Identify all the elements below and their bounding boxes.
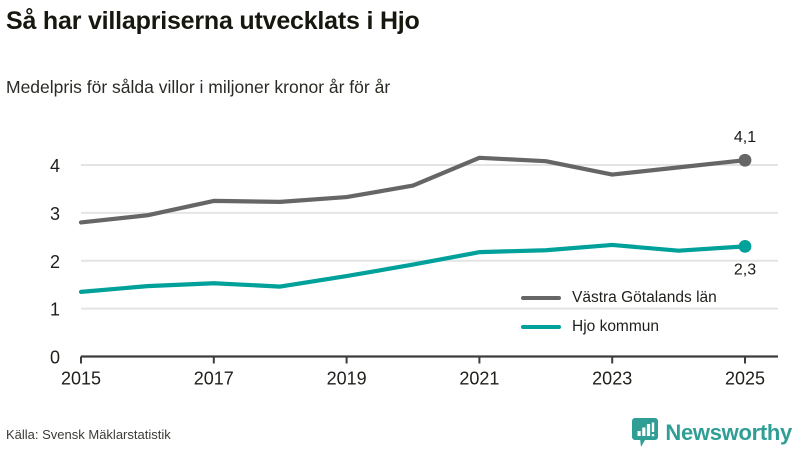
series-endpoint-label: 2,3 [734, 261, 756, 278]
source-note: Källa: Svensk Mäklarstatistik [6, 427, 171, 442]
page-subtitle: Medelpris för sålda villor i miljoner kr… [6, 77, 391, 97]
series-endpoints [738, 153, 752, 253]
series-line [78, 155, 748, 225]
y-axis-tick-label: 3 [50, 204, 60, 224]
y-axis-tick-label: 0 [50, 348, 60, 368]
series-lines [78, 155, 748, 294]
y-axis-tick-label: 4 [50, 156, 60, 176]
y-axis-tick-label: 2 [50, 252, 60, 272]
series-endpoint-dot [738, 153, 752, 167]
bar-chart-speech-bubble-icon [632, 418, 659, 447]
series-endpoint-label: 4,1 [734, 129, 756, 146]
legend-label: Hjo kommun [572, 318, 659, 335]
x-axis-tick-label: 2015 [61, 369, 101, 389]
x-axis-tick-label: 2025 [725, 369, 765, 389]
x-axis-ticks [80, 356, 746, 364]
legend-swatch [521, 295, 561, 301]
chart-legend: Västra Götalands län Hjo kommun [521, 288, 717, 337]
legend-swatch [521, 324, 561, 330]
brand-name: Newsworthy [665, 420, 792, 445]
series-line [78, 242, 748, 294]
y-axis-tick-labels: 0 1 2 3 4 [50, 156, 60, 368]
y-axis-tick-label: 1 [50, 300, 60, 320]
brand-logo: Newsworthy [632, 418, 792, 448]
x-axis-tick-label: 2017 [194, 369, 234, 389]
series-endpoint-labels: 4,1 2,3 [734, 129, 756, 278]
x-axis-tick-label: 2023 [592, 369, 632, 389]
x-axis-tick-label: 2019 [327, 369, 367, 389]
legend-label: Västra Götalands län [572, 289, 717, 306]
x-axis-tick-label: 2021 [459, 369, 499, 389]
page-title: Så har villapriserna utvecklats i Hjo [6, 7, 420, 35]
x-axis [80, 355, 778, 364]
x-axis-tick-labels: 2015 2017 2019 2021 2023 2025 [61, 369, 765, 389]
legend-item[interactable]: Hjo kommun [521, 317, 717, 337]
legend-item[interactable]: Västra Götalands län [521, 288, 717, 308]
series-endpoint-dot [738, 239, 752, 253]
